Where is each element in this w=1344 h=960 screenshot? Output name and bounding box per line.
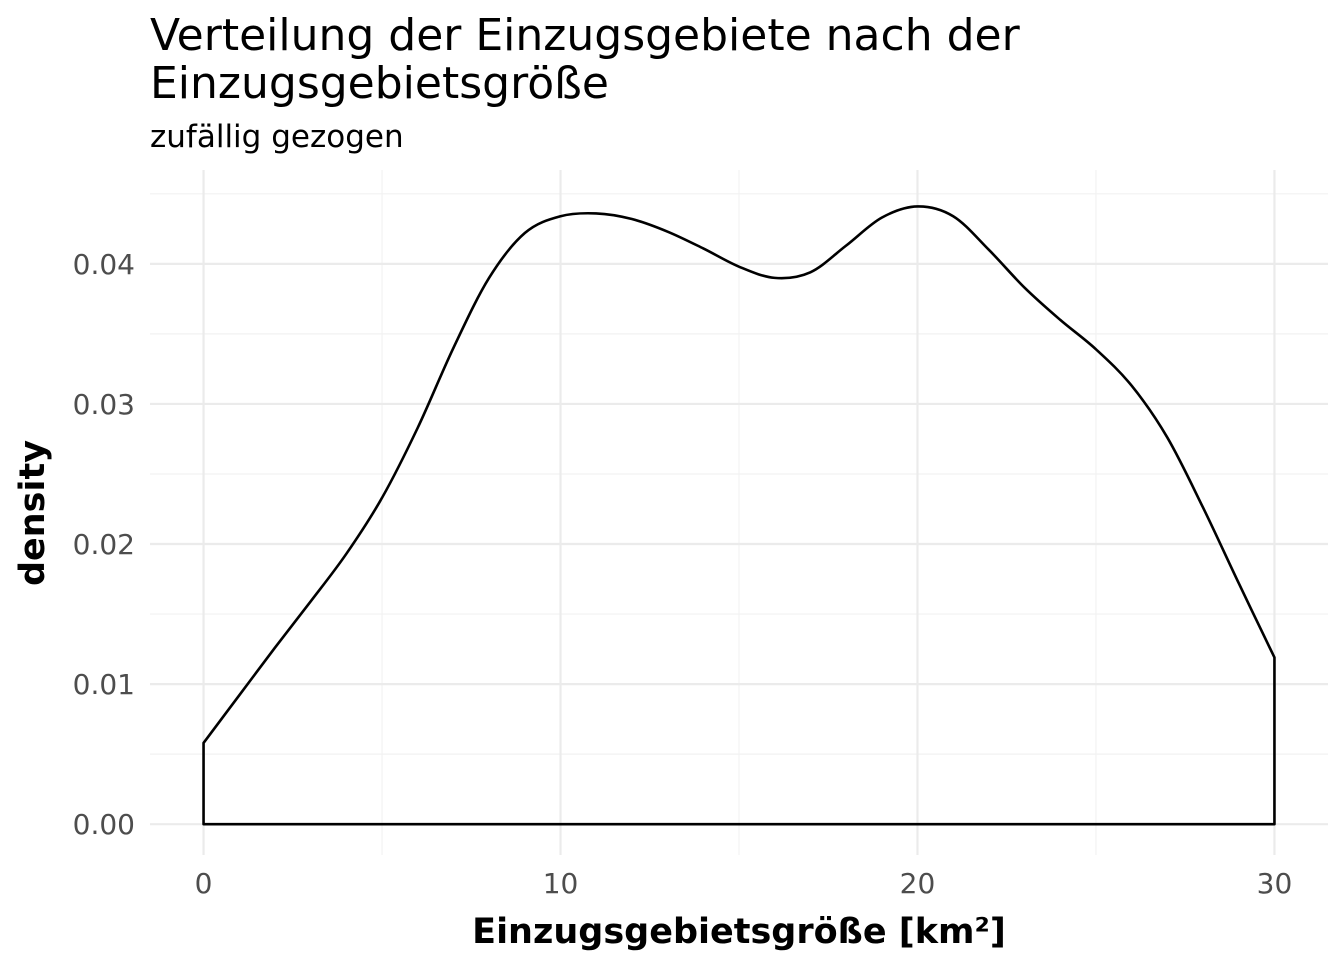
minor-gridlines (150, 170, 1328, 855)
x-axis-title: Einzugsgebietsgröße [km²] (472, 912, 1006, 952)
chart-title-line-2: Einzugsgebietsgröße (150, 58, 609, 109)
density-series (202, 205, 1276, 826)
y-tick-label: 0.00 (73, 808, 135, 841)
x-tick-label: 10 (543, 867, 579, 900)
x-axis-ticks: 0 10 20 30 (195, 867, 1293, 900)
x-tick-label: 0 (195, 867, 213, 900)
x-tick-label: 30 (1257, 867, 1293, 900)
y-tick-label: 0.04 (73, 248, 135, 281)
y-tick-label: 0.03 (73, 388, 135, 421)
x-tick-label: 20 (900, 867, 936, 900)
y-axis-ticks: 0.00 0.01 0.02 0.03 0.04 (73, 248, 135, 841)
y-axis-title: density (13, 440, 53, 586)
y-tick-label: 0.02 (73, 528, 135, 561)
major-gridlines (150, 170, 1328, 855)
chart-subtitle: zufällig gezogen (150, 119, 404, 155)
y-tick-label: 0.01 (73, 668, 135, 701)
chart-title-line-1: Verteilung der Einzugsgebiete nach der (150, 10, 1021, 61)
density-curve (202, 205, 1276, 826)
